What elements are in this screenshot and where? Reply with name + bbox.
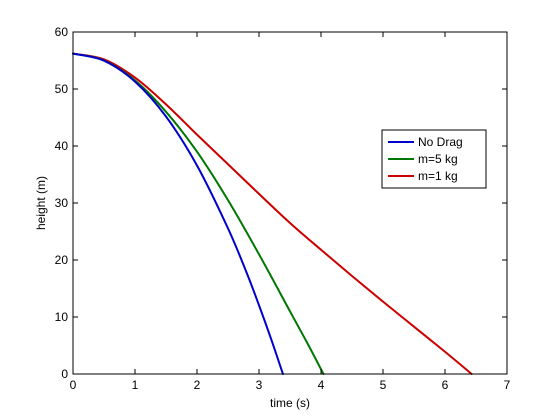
x-tick-label: 2 — [194, 378, 201, 392]
legend-label-no-drag: No Drag — [418, 135, 463, 149]
x-tick-label: 5 — [380, 378, 387, 392]
x-tick-label: 4 — [318, 378, 325, 392]
x-tick-label: 6 — [442, 378, 449, 392]
legend-label-m-1-kg: m=1 kg — [418, 169, 458, 183]
y-tick-label: 50 — [55, 82, 69, 96]
legend: No Drag m=5 kg m=1 kg — [381, 129, 487, 189]
y-axis-label: height (m) — [34, 176, 48, 230]
y-axis: 0 10 20 30 40 50 60 — [55, 25, 507, 381]
legend-label-m-5-kg: m=5 kg — [418, 152, 458, 166]
y-tick-label: 40 — [55, 139, 69, 153]
x-tick-label: 3 — [256, 378, 263, 392]
y-tick-label: 20 — [55, 253, 69, 267]
series-layer — [72, 52, 473, 375]
x-tick-label: 0 — [70, 378, 77, 392]
x-tick-label: 1 — [132, 378, 139, 392]
y-tick-label: 30 — [55, 196, 69, 210]
series-line-no-drag — [72, 52, 284, 375]
x-axis-label: time (s) — [270, 396, 310, 410]
series-line-m-1-kg — [72, 52, 473, 375]
y-tick-label: 10 — [55, 310, 69, 324]
y-tick-label: 60 — [55, 25, 69, 39]
x-tick-label: 7 — [504, 378, 511, 392]
y-tick-label: 0 — [61, 367, 68, 381]
x-axis: 0 1 2 3 4 5 6 7 — [70, 32, 511, 392]
